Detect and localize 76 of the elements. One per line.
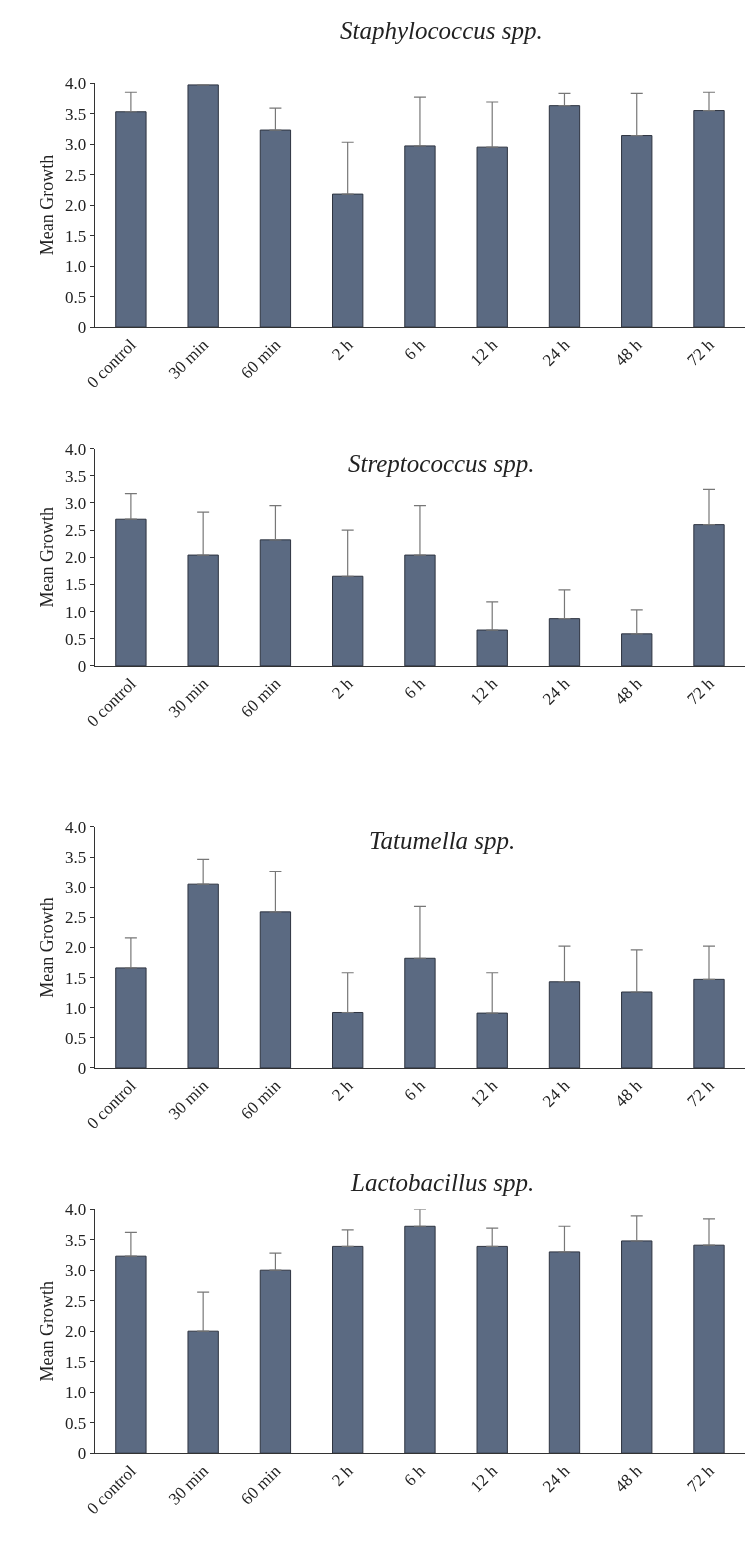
x-tick-label: 2 h bbox=[328, 1075, 357, 1105]
y-axis-title: Mean Growth bbox=[37, 897, 58, 998]
x-tick-label: 48 h bbox=[611, 673, 646, 709]
y-tick-label: 2.5 bbox=[65, 521, 87, 541]
x-tick-label: 2 h bbox=[328, 335, 357, 364]
chart-title: Staphylococcus spp. bbox=[340, 17, 543, 44]
y-tick-label: 4.0 bbox=[65, 1200, 87, 1220]
y-tick-label: 2.5 bbox=[65, 1291, 87, 1311]
x-tick-label: 24 h bbox=[538, 1075, 574, 1111]
y-tick-label: 0.5 bbox=[65, 1028, 87, 1048]
y-axis-title: Mean Growth bbox=[37, 1280, 58, 1382]
x-tick-label: 12 h bbox=[466, 335, 502, 370]
y-tick-label: 3.0 bbox=[65, 1261, 87, 1281]
y-tick-label: 1.0 bbox=[65, 602, 87, 622]
x-tick-label: 6 h bbox=[400, 1461, 430, 1490]
y-tick-label: 2.5 bbox=[65, 908, 87, 928]
y-tick-label: 1.5 bbox=[65, 575, 87, 595]
x-tick-label: 48 h bbox=[611, 335, 646, 370]
x-tick-label: 24 h bbox=[538, 1461, 574, 1496]
y-tick-label: 1.0 bbox=[65, 1383, 87, 1403]
y-tick-label: 3.0 bbox=[65, 135, 87, 155]
x-tick-label: 60 min bbox=[237, 673, 285, 722]
x-tick-label: 72 h bbox=[683, 335, 719, 370]
x-tick-label: 48 h bbox=[611, 1461, 646, 1496]
x-tick-label: 12 h bbox=[466, 1075, 502, 1111]
y-tick-label: 3.5 bbox=[65, 847, 87, 867]
x-tick-label: 60 min bbox=[237, 335, 285, 383]
x-tick-label: 72 h bbox=[683, 1461, 719, 1496]
y-tick-label: 1.0 bbox=[65, 998, 87, 1018]
y-tick-label: 2.0 bbox=[65, 196, 87, 216]
x-tick-label: 72 h bbox=[683, 673, 719, 709]
y-tick-label: 2.0 bbox=[65, 1322, 87, 1342]
y-tick-label: 4.0 bbox=[65, 74, 87, 94]
y-axis-title: Mean Growth bbox=[37, 154, 58, 256]
x-tick-label: 60 min bbox=[237, 1075, 285, 1124]
x-tick-label: 48 h bbox=[611, 1075, 646, 1111]
y-tick-label: 1.5 bbox=[65, 226, 87, 246]
y-tick-label: 0 bbox=[77, 1444, 87, 1464]
x-tick-label: 30 min bbox=[164, 335, 213, 383]
y-tick-label: 3.5 bbox=[65, 466, 87, 486]
chart-title: Lactobacillus spp. bbox=[350, 1169, 535, 1196]
x-tick-label: 6 h bbox=[400, 335, 430, 364]
y-tick-label: 3.0 bbox=[65, 878, 87, 898]
x-tick-label: 2 h bbox=[328, 1461, 357, 1490]
chart-title: Streptococcus spp. bbox=[348, 450, 535, 477]
y-tick-label: 0 bbox=[77, 656, 87, 676]
y-tick-label: 0.5 bbox=[65, 1413, 87, 1433]
y-tick-label: 3.5 bbox=[65, 1230, 87, 1250]
x-tick-label: 24 h bbox=[538, 673, 574, 709]
y-tick-label: 0.5 bbox=[65, 629, 87, 649]
x-tick-label: 60 min bbox=[237, 1461, 285, 1509]
x-tick-label: 30 min bbox=[164, 1075, 213, 1124]
y-tick-label: 2.5 bbox=[65, 165, 87, 185]
x-tick-label: 6 h bbox=[400, 673, 430, 703]
y-axis-title: Mean Growth bbox=[37, 506, 58, 608]
y-tick-label: 2.0 bbox=[65, 548, 87, 568]
x-tick-label: 12 h bbox=[466, 1461, 502, 1496]
y-tick-label: 3.5 bbox=[65, 104, 87, 124]
y-tick-label: 0 bbox=[77, 318, 87, 338]
y-tick-label: 0 bbox=[77, 1058, 87, 1078]
x-tick-label: 6 h bbox=[400, 1075, 430, 1105]
x-tick-label: 24 h bbox=[538, 335, 574, 370]
x-tick-label: 2 h bbox=[328, 673, 357, 703]
x-tick-label: 30 min bbox=[164, 673, 213, 722]
x-tick-label: 30 min bbox=[164, 1461, 213, 1509]
chart-title: Tatumella spp. bbox=[369, 827, 516, 854]
x-tick-label: 72 h bbox=[683, 1075, 719, 1111]
y-tick-label: 1.5 bbox=[65, 968, 87, 988]
y-tick-label: 3.0 bbox=[65, 493, 87, 513]
y-tick-label: 2.0 bbox=[65, 938, 87, 958]
y-tick-label: 1.0 bbox=[65, 257, 87, 277]
y-tick-label: 1.5 bbox=[65, 1352, 87, 1372]
y-tick-label: 4.0 bbox=[65, 439, 87, 459]
x-tick-label: 12 h bbox=[466, 673, 502, 709]
y-tick-label: 4.0 bbox=[65, 817, 87, 837]
y-tick-label: 0.5 bbox=[65, 287, 87, 307]
